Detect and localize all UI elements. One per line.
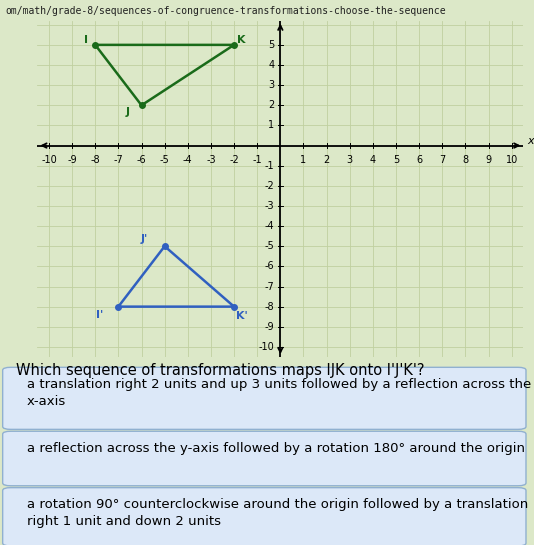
Text: -6: -6 <box>137 155 146 165</box>
Text: -7: -7 <box>114 155 123 165</box>
Text: -6: -6 <box>265 262 274 271</box>
Text: 2: 2 <box>324 155 330 165</box>
Text: om/math/grade-8/sequences-of-congruence-transformations-choose-the-sequence: om/math/grade-8/sequences-of-congruence-… <box>5 7 446 16</box>
Text: K': K' <box>236 311 248 320</box>
Text: -5: -5 <box>265 241 274 251</box>
Text: 2: 2 <box>268 100 274 110</box>
Text: 4: 4 <box>269 60 274 70</box>
Text: 6: 6 <box>416 155 422 165</box>
Text: K: K <box>237 35 245 45</box>
Text: -10: -10 <box>41 155 57 165</box>
Text: 9: 9 <box>485 155 492 165</box>
Text: 5: 5 <box>268 40 274 50</box>
Text: 3: 3 <box>347 155 353 165</box>
Text: -5: -5 <box>160 155 169 165</box>
Text: -10: -10 <box>259 342 274 352</box>
Text: a rotation 90° counterclockwise around the origin followed by a translation
righ: a rotation 90° counterclockwise around t… <box>27 498 528 528</box>
Text: a translation right 2 units and up 3 units followed by a reflection across the
x: a translation right 2 units and up 3 uni… <box>27 378 531 408</box>
Text: x: x <box>527 136 533 146</box>
FancyBboxPatch shape <box>3 488 526 545</box>
Text: -3: -3 <box>206 155 216 165</box>
Text: 7: 7 <box>439 155 445 165</box>
Text: -2: -2 <box>265 181 274 191</box>
Text: -8: -8 <box>265 301 274 312</box>
Text: I': I' <box>96 310 104 320</box>
Text: J': J' <box>140 234 147 244</box>
Text: -9: -9 <box>265 322 274 332</box>
Text: I: I <box>84 35 88 45</box>
Text: 10: 10 <box>506 155 518 165</box>
Text: a reflection across the y-axis followed by a rotation 180° around the origin: a reflection across the y-axis followed … <box>27 441 525 455</box>
Text: -1: -1 <box>265 161 274 171</box>
Text: -7: -7 <box>265 282 274 292</box>
FancyBboxPatch shape <box>3 431 526 486</box>
Text: -2: -2 <box>229 155 239 165</box>
Text: -1: -1 <box>253 155 262 165</box>
Text: -4: -4 <box>265 221 274 231</box>
Text: Which sequence of transformations maps IJK onto I'J'K'?: Which sequence of transformations maps I… <box>16 362 425 378</box>
FancyBboxPatch shape <box>3 367 526 429</box>
Text: -9: -9 <box>67 155 77 165</box>
Text: 8: 8 <box>462 155 468 165</box>
Text: 1: 1 <box>269 120 274 130</box>
Text: J: J <box>125 107 130 117</box>
Text: -4: -4 <box>183 155 193 165</box>
Text: 1: 1 <box>301 155 307 165</box>
Text: -3: -3 <box>265 201 274 211</box>
Text: 5: 5 <box>393 155 399 165</box>
Text: 3: 3 <box>269 80 274 90</box>
Text: 4: 4 <box>370 155 376 165</box>
Text: -8: -8 <box>90 155 100 165</box>
